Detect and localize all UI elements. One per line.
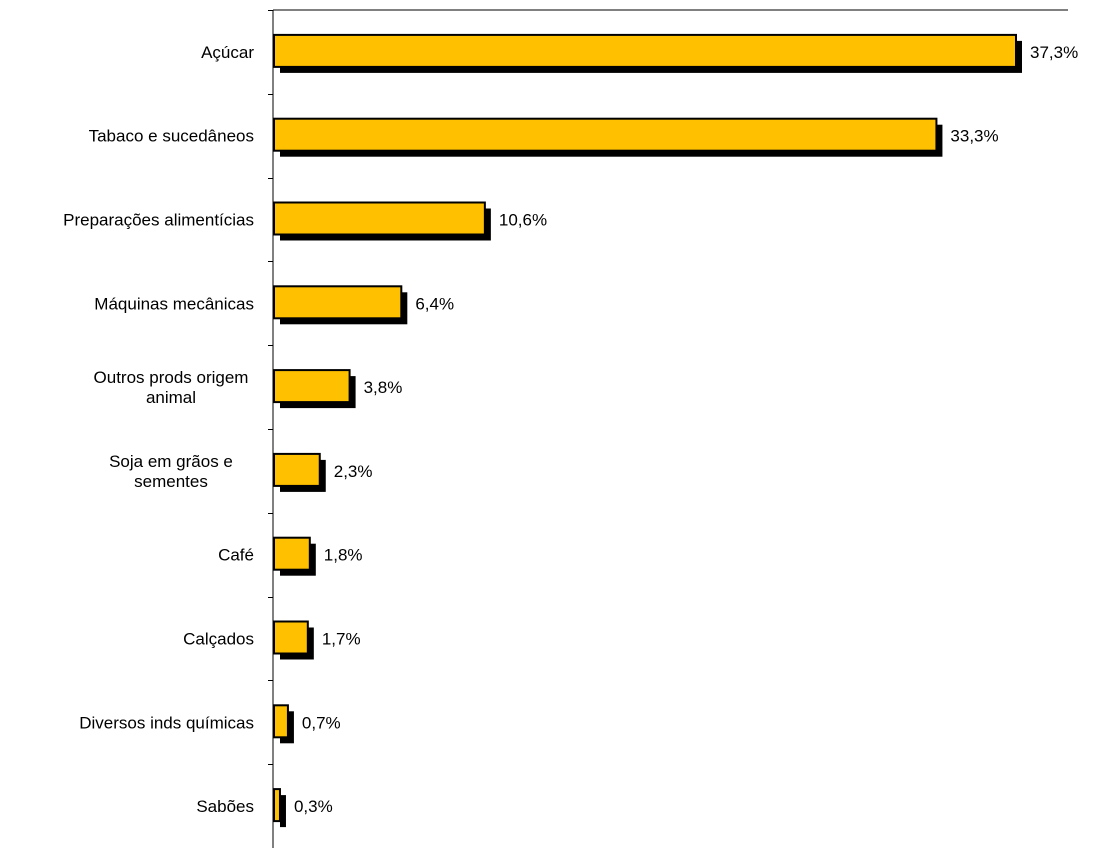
category-label: animal: [146, 388, 196, 407]
bar: [273, 788, 281, 823]
y-axis-ticks: [268, 10, 273, 765]
bar: [273, 620, 309, 655]
bar: [273, 117, 938, 152]
category-label: Máquinas mecânicas: [94, 294, 254, 313]
value-label: 33,3%: [950, 127, 998, 146]
bar: [273, 285, 403, 320]
category-labels-group: Açúcar Tabaco e sucedâneos Preparações ali…: [63, 43, 254, 816]
value-label: 3,8%: [364, 378, 403, 397]
category-label: Sabões: [196, 797, 254, 816]
category-label: Café: [218, 546, 254, 565]
category-label: Tabaco e sucedâneos: [89, 127, 254, 146]
value-label: 0,3%: [294, 797, 333, 816]
value-label: 0,7%: [302, 713, 341, 732]
value-label: 1,7%: [322, 630, 361, 649]
category-label: Preparações alimentícias: [63, 211, 254, 230]
value-label: 1,8%: [324, 546, 363, 565]
value-label: 2,3%: [334, 462, 373, 481]
category-label: Soja em grãos e: [109, 452, 233, 471]
bar: [273, 704, 289, 739]
bar: [273, 33, 1017, 68]
category-label: Açúcar: [201, 43, 254, 62]
value-label: 6,4%: [415, 294, 454, 313]
bar: [273, 452, 321, 487]
value-labels-group: 37,3% 33,3% 10,6% 6,4% 3,8% 2,3% 1,8% 1,7% 0,7% 0…: [294, 43, 1078, 816]
value-label: 37,3%: [1030, 43, 1078, 62]
bar: [273, 369, 351, 404]
bar-shadow: [280, 795, 286, 828]
bar: [273, 201, 486, 236]
category-label: sementes: [134, 472, 208, 491]
bar: [273, 536, 311, 571]
category-label: Calçados: [183, 630, 254, 649]
category-label: Outros prods origem: [94, 368, 249, 387]
value-label: 10,6%: [499, 211, 547, 230]
category-label: Diversos inds químicas: [79, 713, 254, 732]
bars-group: [273, 33, 1022, 828]
